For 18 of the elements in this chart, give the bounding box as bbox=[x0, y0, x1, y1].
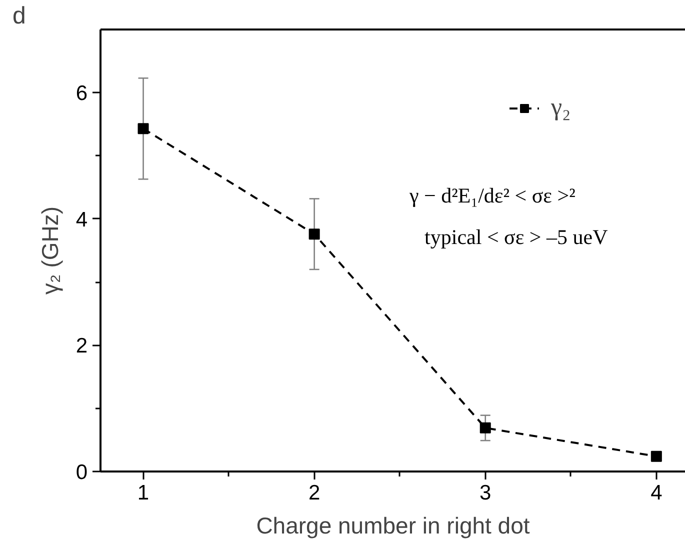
point bbox=[650, 450, 662, 462]
y-tick-label: 4 bbox=[76, 208, 88, 232]
x-tick-label: 1 bbox=[137, 482, 150, 504]
legend-label: γ₂ bbox=[551, 94, 571, 122]
chart-title: d bbox=[12, 2, 26, 30]
point bbox=[480, 422, 491, 434]
y-axis-title: γ₂ (GHz) bbox=[36, 206, 63, 295]
point bbox=[138, 123, 149, 134]
x-axis-title: Charge number in right dot bbox=[256, 512, 530, 538]
x-tick-label: 3 bbox=[480, 482, 492, 504]
point bbox=[308, 228, 320, 240]
y-tick-label: 2 bbox=[76, 334, 88, 358]
y-tick-label: 0 bbox=[76, 461, 88, 484]
y-tick-label: 6 bbox=[76, 82, 88, 106]
annotation: typical < σε > –5 ueV bbox=[424, 225, 608, 250]
annotation: γ − d²E₁/dε² < σε >² bbox=[408, 183, 576, 208]
x-tick-label: 4 bbox=[650, 482, 663, 504]
x-tick-label: 2 bbox=[308, 482, 320, 504]
